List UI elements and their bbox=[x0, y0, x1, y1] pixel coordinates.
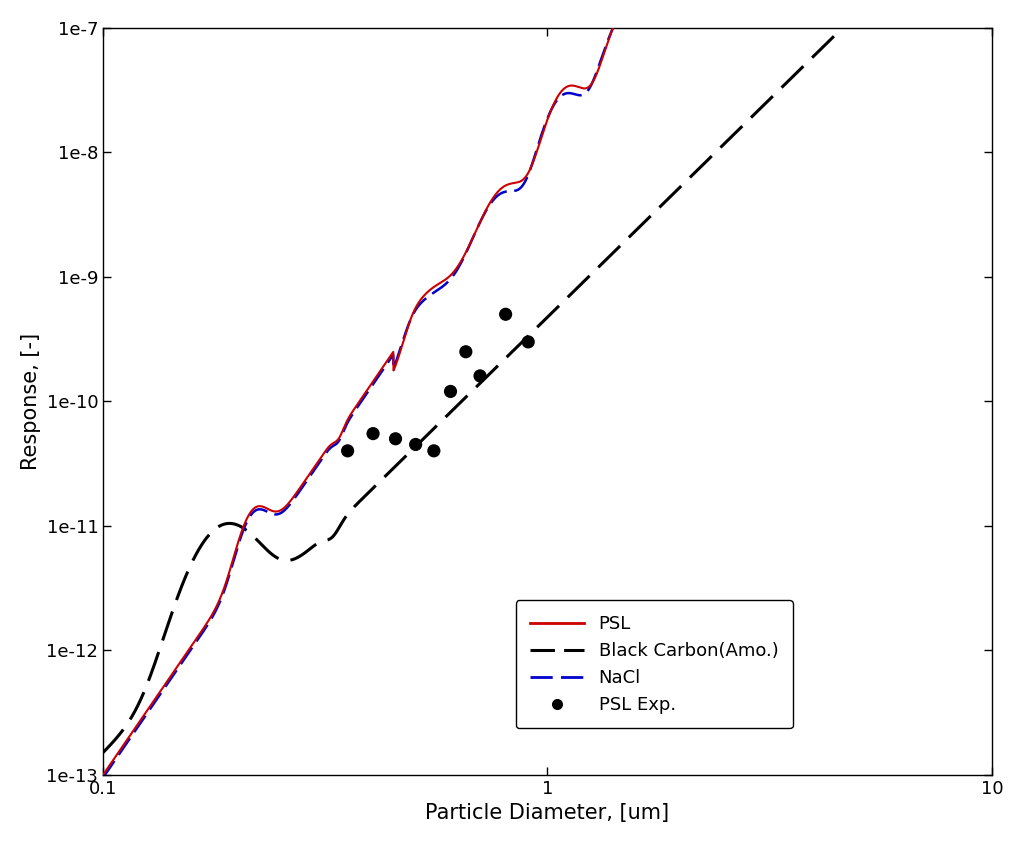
Point bbox=[520, 335, 537, 349]
Legend: PSL, Black Carbon(Amo.), NaCl, PSL Exp.: PSL, Black Carbon(Amo.), NaCl, PSL Exp. bbox=[515, 600, 793, 728]
Point bbox=[365, 427, 381, 441]
Point bbox=[472, 369, 488, 382]
Point bbox=[339, 444, 355, 457]
Point bbox=[442, 385, 459, 398]
Point bbox=[426, 444, 442, 457]
Y-axis label: Response, [-]: Response, [-] bbox=[20, 333, 41, 470]
Point bbox=[498, 307, 514, 321]
Point bbox=[387, 432, 403, 446]
Point bbox=[458, 345, 474, 359]
Point bbox=[408, 438, 424, 452]
X-axis label: Particle Diameter, [um]: Particle Diameter, [um] bbox=[425, 803, 670, 823]
